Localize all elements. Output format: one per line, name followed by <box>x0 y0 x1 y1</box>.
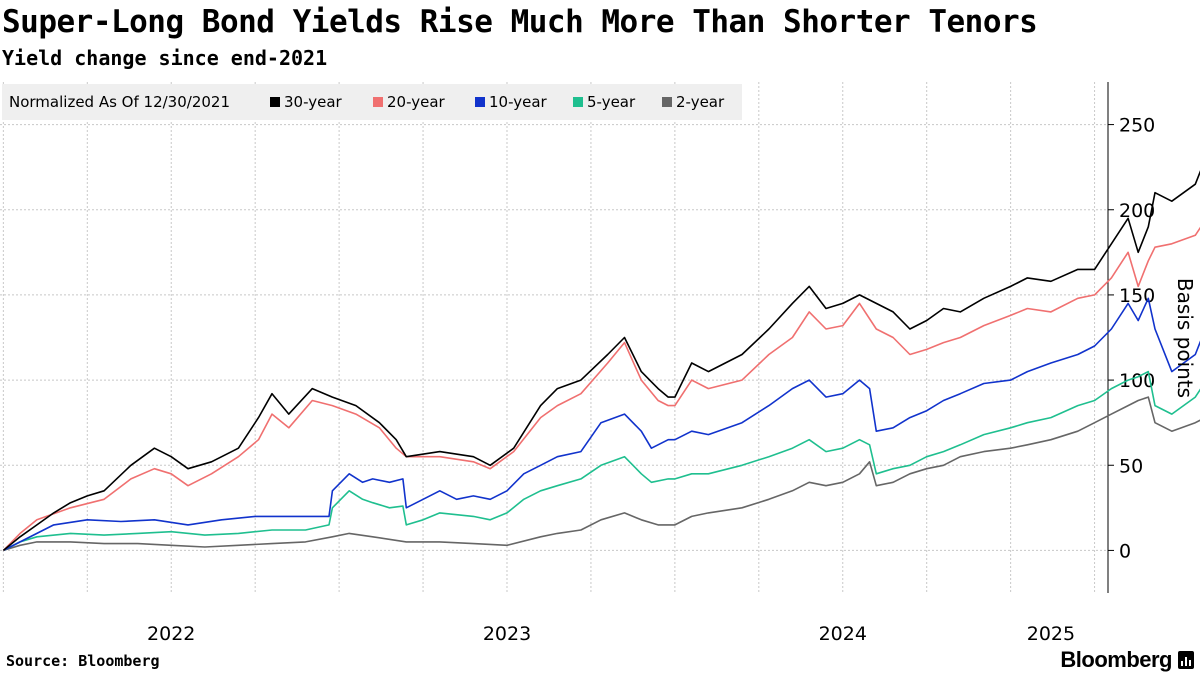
chart-title: Super-Long Bond Yields Rise Much More Th… <box>2 4 1038 40</box>
series-lines <box>2 170 1200 552</box>
y-axis-label: Basis points <box>1173 277 1197 399</box>
legend-swatch-10-year <box>475 97 485 107</box>
grid-lines <box>0 82 1108 593</box>
series-line-10-year <box>3 297 1200 552</box>
bloomberg-logo: Bloomberg <box>1060 647 1172 672</box>
series-line-2-year <box>3 396 1200 552</box>
legend-label-10-year: 10-year <box>489 93 547 111</box>
legend-label-2-year: 2-year <box>676 93 725 111</box>
legend-label-30-year: 30-year <box>284 93 342 111</box>
legend-label-5-year: 5-year <box>587 93 636 111</box>
bloomberg-terminal-icon <box>1178 651 1194 669</box>
legend-swatch-2-year <box>662 97 672 107</box>
y-tick-label: 100 <box>1119 370 1155 392</box>
legend-item-2-year: 2-year <box>662 93 724 111</box>
source-note: Source: Bloomberg <box>6 652 160 670</box>
legend-label-20-year: 20-year <box>387 93 445 111</box>
legend-item-5-year: 5-year <box>573 93 635 111</box>
x-tick-label: 2025 <box>1027 623 1075 645</box>
legend-item-30-year: 30-year <box>270 93 342 111</box>
y-tick-label: 50 <box>1119 455 1143 477</box>
y-tick-label: 250 <box>1119 115 1155 137</box>
legend-item-10-year: 10-year <box>475 93 547 111</box>
series-line-20-year <box>2 226 1200 551</box>
x-tick-label: 2022 <box>147 623 195 645</box>
y-tick-label: 0 <box>1119 540 1131 562</box>
legend-swatch-5-year <box>573 97 583 107</box>
chart-subtitle: Yield change since end-2021 <box>2 46 328 70</box>
x-tick-label: 2023 <box>483 623 531 645</box>
x-tick-label: 2024 <box>819 623 867 645</box>
series-line-30-year <box>2 170 1200 552</box>
legend: Normalized As Of 12/30/2021 30-year 20-y… <box>2 84 742 120</box>
legend-item-20-year: 20-year <box>373 93 445 111</box>
series-line-5-year <box>3 370 1200 552</box>
x-axis-ticks: 2022 2023 2024 2025 <box>147 623 1075 645</box>
legend-swatch-20-year <box>373 97 383 107</box>
y-tick-label: 200 <box>1119 200 1155 222</box>
legend-swatch-30-year <box>270 97 280 107</box>
legend-normalization-label: Normalized As Of 12/30/2021 <box>9 93 230 111</box>
